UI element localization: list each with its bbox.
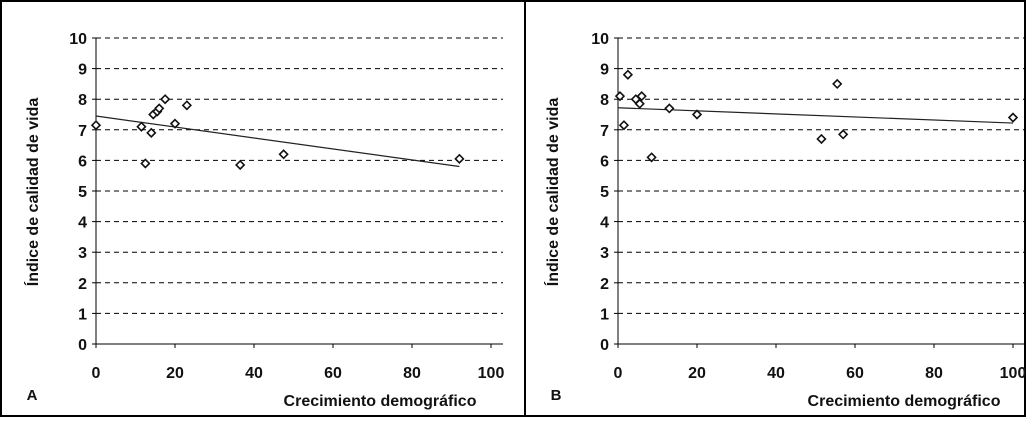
x-tick-label: 100 bbox=[478, 365, 505, 382]
data-point bbox=[622, 69, 634, 80]
y-tick-label: 9 bbox=[78, 62, 87, 79]
y-tick-labels: 0 1 2 3 4 5 6 7 8 9 10 bbox=[591, 31, 609, 354]
y-tick-label: 8 bbox=[600, 92, 609, 109]
y-tick-label: 2 bbox=[600, 276, 609, 293]
data-point bbox=[136, 121, 147, 132]
x-axis-label: Crecimiento demográfico bbox=[284, 393, 477, 410]
y-tick-label: 8 bbox=[78, 92, 87, 109]
data-point bbox=[154, 103, 165, 114]
panel-letter: B bbox=[551, 387, 562, 404]
data-point bbox=[235, 159, 246, 171]
y-tick-label: 6 bbox=[600, 153, 609, 170]
y-tick-label: 5 bbox=[600, 184, 609, 201]
x-tick-label: 80 bbox=[403, 365, 421, 382]
data-point bbox=[454, 153, 465, 165]
grid-lines bbox=[618, 37, 1025, 314]
x-tick-label: 100 bbox=[1000, 365, 1026, 382]
x-tick-label: 80 bbox=[925, 365, 943, 382]
trendline bbox=[617, 107, 1014, 124]
data-point bbox=[140, 158, 151, 169]
data-point bbox=[838, 129, 849, 140]
x-tick-label: 20 bbox=[166, 365, 184, 382]
chart-panel-a: 0 1 2 3 4 5 6 7 8 9 10 0 20 40 60 80 100 Índice de cali… bbox=[23, 31, 504, 410]
x-tick-label: 0 bbox=[614, 365, 623, 382]
data-point bbox=[634, 98, 645, 109]
x-axis-label: Crecimiento demográfico bbox=[808, 393, 1001, 410]
y-tick-label: 3 bbox=[600, 245, 609, 262]
trendline-group bbox=[617, 107, 1014, 124]
data-point bbox=[169, 118, 181, 129]
data-points bbox=[90, 94, 465, 171]
y-tick-label: 5 bbox=[78, 184, 87, 201]
y-tick-label: 3 bbox=[78, 245, 87, 262]
y-tick-label: 1 bbox=[78, 306, 87, 323]
y-tick-label: 0 bbox=[78, 337, 87, 354]
data-point bbox=[636, 91, 647, 102]
x-tick-label: 40 bbox=[767, 365, 785, 382]
trendline bbox=[95, 115, 460, 168]
chart-panel-b: 0 1 2 3 4 5 6 7 8 9 10 0 20 40 60 80 100 Índice de cali… bbox=[543, 31, 1026, 410]
data-point bbox=[816, 133, 827, 145]
axes bbox=[92, 37, 503, 348]
data-point bbox=[278, 149, 289, 160]
data-point bbox=[1007, 112, 1019, 123]
y-tick-label: 10 bbox=[69, 31, 87, 48]
data-point bbox=[159, 94, 171, 105]
x-tick-labels: 0 20 40 60 80 100 bbox=[92, 365, 505, 382]
y-tick-label: 9 bbox=[600, 62, 609, 79]
y-tick-label: 10 bbox=[591, 31, 609, 48]
data-point bbox=[614, 91, 626, 102]
y-tick-label: 1 bbox=[600, 306, 609, 323]
x-tick-labels: 0 20 40 60 80 100 bbox=[614, 365, 1026, 382]
axes bbox=[614, 37, 1025, 348]
data-point bbox=[618, 120, 630, 131]
y-tick-label: 0 bbox=[600, 337, 609, 354]
data-point bbox=[832, 78, 843, 90]
y-tick-label: 7 bbox=[78, 123, 87, 140]
x-tick-label: 40 bbox=[245, 365, 263, 382]
data-point bbox=[146, 127, 157, 138]
data-point bbox=[90, 120, 102, 131]
x-tick-label: 60 bbox=[324, 365, 342, 382]
y-axis-label: Índice de calidad de vida bbox=[543, 98, 562, 287]
panel-letter: A bbox=[27, 387, 38, 404]
x-tick-label: 20 bbox=[688, 365, 706, 382]
y-tick-label: 4 bbox=[78, 215, 87, 232]
y-tick-label: 2 bbox=[78, 276, 87, 293]
y-axis-label: Índice de calidad de vida bbox=[23, 98, 42, 287]
data-points bbox=[614, 69, 1019, 163]
y-tick-label: 4 bbox=[600, 215, 609, 232]
y-tick-labels: 0 1 2 3 4 5 6 7 8 9 10 bbox=[69, 31, 87, 354]
y-tick-label: 6 bbox=[78, 153, 87, 170]
data-point bbox=[691, 109, 703, 120]
data-point bbox=[181, 100, 192, 111]
data-point bbox=[646, 152, 657, 163]
y-tick-label: 7 bbox=[600, 123, 609, 140]
x-tick-label: 0 bbox=[92, 365, 101, 382]
data-point bbox=[664, 103, 675, 114]
trendline-group bbox=[95, 115, 460, 168]
x-tick-label: 60 bbox=[846, 365, 864, 382]
